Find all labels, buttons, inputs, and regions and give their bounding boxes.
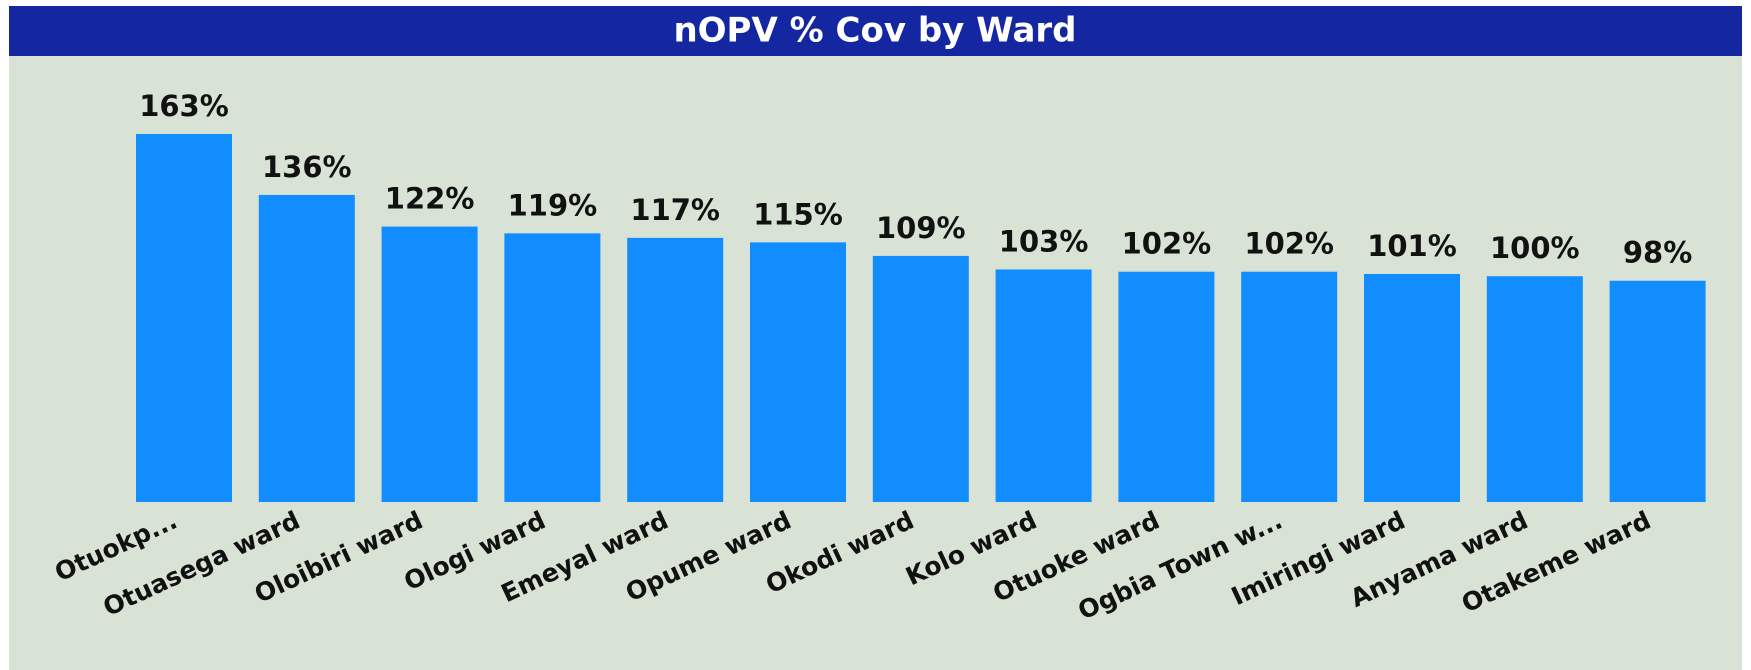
value-label: 100% <box>1490 231 1580 265</box>
value-label: 109% <box>876 211 966 245</box>
bar <box>504 233 601 503</box>
value-label: 103% <box>999 224 1089 258</box>
title-bar <box>9 6 1742 56</box>
value-label: 102% <box>1244 227 1334 261</box>
bar <box>627 237 724 502</box>
value-label: 119% <box>508 188 598 222</box>
bar <box>1118 271 1215 502</box>
bar <box>872 255 969 502</box>
bar <box>258 194 355 502</box>
value-label: 136% <box>262 150 352 184</box>
chart-title: nOPV % Cov by Ward <box>673 11 1076 51</box>
bar <box>750 242 846 502</box>
value-label: 102% <box>1122 227 1212 261</box>
bar <box>1364 273 1460 502</box>
value-label: 122% <box>385 182 475 216</box>
value-label: 101% <box>1367 229 1457 263</box>
bar <box>1609 280 1706 502</box>
value-label: 117% <box>630 193 720 227</box>
value-label: 98% <box>1623 236 1692 270</box>
bar <box>1241 271 1338 502</box>
value-label: 115% <box>753 197 843 231</box>
bar <box>136 134 232 502</box>
bar <box>1486 276 1583 502</box>
value-label: 163% <box>139 89 229 123</box>
bar <box>995 269 1092 502</box>
bar <box>381 226 478 502</box>
